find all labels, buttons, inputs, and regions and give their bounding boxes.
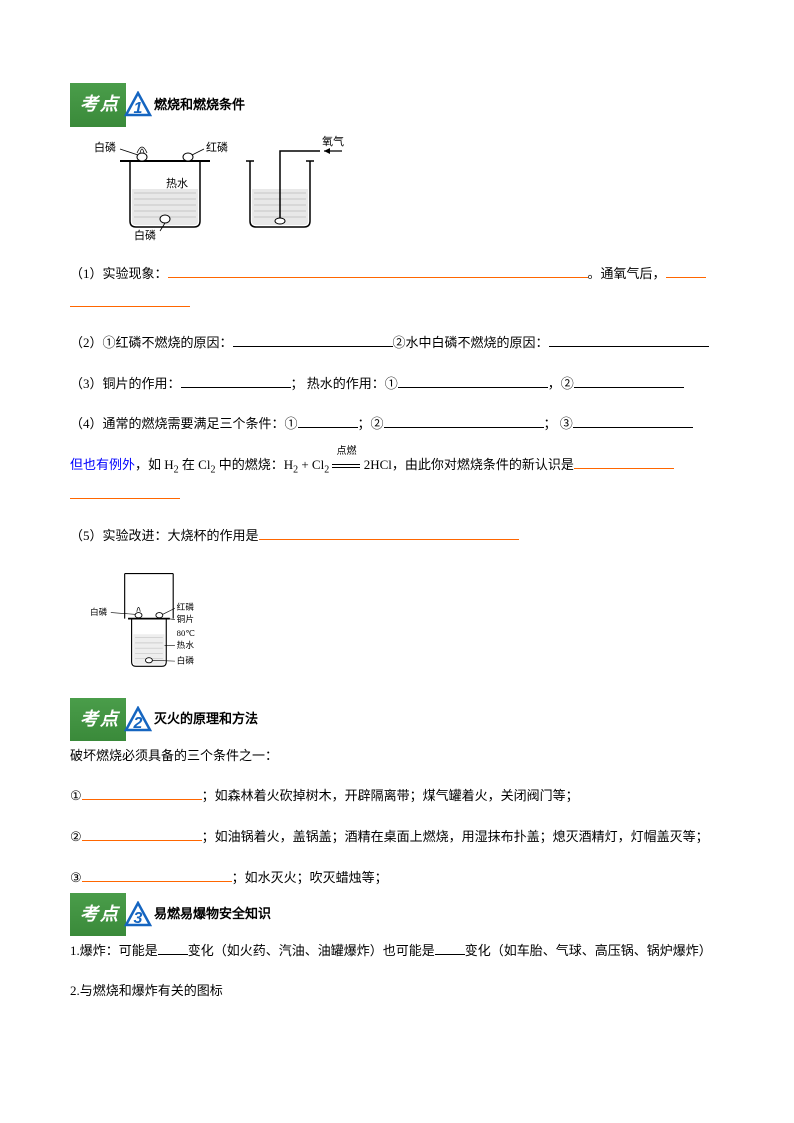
section-header-3: 考点 3 易燃易爆物安全知识 xyxy=(70,900,271,929)
section-title-1: 燃烧和燃烧条件 xyxy=(154,91,245,120)
exc-b: 在 Cl xyxy=(179,457,211,472)
q3-a: （3）铜片的作用： xyxy=(70,376,181,391)
q4-b: ；② xyxy=(358,416,384,431)
s3-1a: 1.爆炸：可能是 xyxy=(70,943,158,958)
q2-b: ②水中白磷不燃烧的原因： xyxy=(393,335,549,350)
diagram1-label-bailin1: 白磷 xyxy=(94,140,116,154)
s2-1-text: ；如森林着火砍掉树木，开辟隔离带；煤气罐着火，关闭阀门等； xyxy=(202,788,579,803)
blank-2a xyxy=(233,334,393,347)
svg-text:红磷: 红磷 xyxy=(177,601,195,612)
badge-text-3: 考点 xyxy=(70,893,126,937)
q1-prefix: （1）实验现象： xyxy=(70,266,168,281)
diagram1-label-honglin: 红磷 xyxy=(206,141,228,154)
s3-item-1: 1.爆炸：可能是 变化（如火药、汽油、油罐爆炸）也可能是 变化（如车胎、气球、高压锅… xyxy=(70,937,724,966)
blank-orange-1c xyxy=(70,294,190,307)
exception-line: 但也有例外，如 H2 在 Cl2 中的燃烧：H2 + Cl2 点燃 2HCl，由… xyxy=(70,451,724,510)
blank-s3-1a xyxy=(158,942,188,955)
badge-text-1: 考点 xyxy=(70,83,126,127)
s3-item-2: 2.与燃烧和爆炸有关的图标 xyxy=(70,977,724,1006)
s3-1b: 变化（如火药、汽油、油罐爆炸）也可能是 xyxy=(188,943,435,958)
badge-number-icon-1: 1 xyxy=(124,91,152,119)
blank-4b xyxy=(384,415,544,428)
section-header-2: 考点 2 灭火的原理和方法 xyxy=(70,705,258,734)
s2-3-text: ；如水灭火；吹灭蜡烛等； xyxy=(232,870,388,885)
q5-a: （5）实验改进：大烧杯的作用是 xyxy=(70,528,259,543)
diagram1-label-yangqi: 氧气 xyxy=(322,134,344,148)
s2-2-text: ；如油锅着火，盖锅盖；酒精在桌面上燃烧，用湿抹布扑盖；熄灭酒精灯，灯帽盖灭等； xyxy=(202,829,709,844)
badge-text-2: 考点 xyxy=(70,698,126,742)
blank-orange-5 xyxy=(259,527,519,540)
blank-orange-1b xyxy=(666,265,706,278)
question-3: （3）铜片的作用： ； 热水的作用：① ，② xyxy=(70,370,724,399)
diagram-1: 白磷 红磷 热水 白磷 氧气 xyxy=(90,131,724,252)
badge-3: 考点 3 xyxy=(70,901,152,929)
diagram1-label-bailin2: 白磷 xyxy=(134,228,156,241)
badge-2: 考点 2 xyxy=(70,706,152,734)
diagram1-label-reshui: 热水 xyxy=(166,177,188,190)
svg-text:1: 1 xyxy=(134,100,143,117)
blank-s3-1b xyxy=(435,942,465,955)
reaction-cond: 点燃 xyxy=(336,441,356,463)
blank-3a xyxy=(181,375,291,388)
s3-1c: 变化（如车胎、气球、高压锅、锅炉爆炸） xyxy=(465,943,712,958)
svg-text:热水: 热水 xyxy=(177,639,195,650)
question-5: （5）实验改进：大烧杯的作用是 xyxy=(70,522,724,551)
svg-text:3: 3 xyxy=(134,910,143,927)
exc-d: + Cl xyxy=(298,457,324,472)
svg-text:80℃: 80℃ xyxy=(177,628,196,638)
exc-c: 中的燃烧：H xyxy=(215,457,293,472)
blank-4c xyxy=(573,415,693,428)
svg-text:白磷: 白磷 xyxy=(177,654,195,665)
blank-orange-exc2 xyxy=(70,486,180,499)
exception-label: 但也有例外 xyxy=(70,457,135,472)
s2-intro: 破坏燃烧必须具备的三个条件之一： xyxy=(70,742,724,771)
blank-orange-exc xyxy=(574,456,674,469)
section-title-2: 灭火的原理和方法 xyxy=(154,705,258,734)
q4-a: （4）通常的燃烧需要满足三个条件：① xyxy=(70,416,298,431)
exc-e: 2HCl，由此你对燃烧条件的新认识是 xyxy=(360,457,573,472)
blank-2b xyxy=(549,334,709,347)
question-4: （4）通常的燃烧需要满足三个条件：① ；② ； ③ xyxy=(70,410,724,439)
reaction-arrow: 点燃 xyxy=(332,451,360,480)
q3-c: ，② xyxy=(548,376,574,391)
blank-s2-1 xyxy=(82,787,202,800)
badge-1: 考点 1 xyxy=(70,91,152,119)
blank-3b xyxy=(398,375,548,388)
section-title-3: 易燃易爆物安全知识 xyxy=(154,900,271,929)
s2-item-1: ①；如森林着火砍掉树木，开辟隔离带；煤气罐着火，关闭阀门等； xyxy=(70,782,724,811)
q3-b: ； 热水的作用：① xyxy=(291,376,398,391)
svg-text:2: 2 xyxy=(133,715,143,732)
q2-a: （2）①红磷不燃烧的原因： xyxy=(70,335,233,350)
blank-s2-2 xyxy=(82,828,202,841)
blank-s2-3 xyxy=(82,869,232,882)
diagram-2: 白磷 红磷 铜片 80℃ 热水 白磷 xyxy=(90,563,724,694)
section-header-1: 考点 1 燃烧和燃烧条件 xyxy=(70,91,245,120)
svg-text:铜片: 铜片 xyxy=(177,613,194,624)
badge-number-icon-2: 2 xyxy=(124,706,152,734)
blank-3c xyxy=(574,375,684,388)
blank-orange-1 xyxy=(168,265,588,278)
s2-item-3: ③；如水灭火；吹灭蜡烛等； xyxy=(70,864,724,893)
question-1: （1）实验现象： 。通氧气后， xyxy=(70,260,724,317)
s2-item-2: ②；如油锅着火，盖锅盖；酒精在桌面上燃烧，用湿抹布扑盖；熄灭酒精灯，灯帽盖灭等； xyxy=(70,823,724,852)
exc-a: ，如 H xyxy=(135,457,174,472)
blank-4a xyxy=(298,415,358,428)
question-2: （2）①红磷不燃烧的原因： ②水中白磷不燃烧的原因： xyxy=(70,329,724,358)
q1-mid: 。通氧气后， xyxy=(588,266,666,281)
q4-c: ； ③ xyxy=(544,416,573,431)
badge-number-icon-3: 3 xyxy=(124,901,152,929)
svg-text:白磷: 白磷 xyxy=(90,606,108,617)
